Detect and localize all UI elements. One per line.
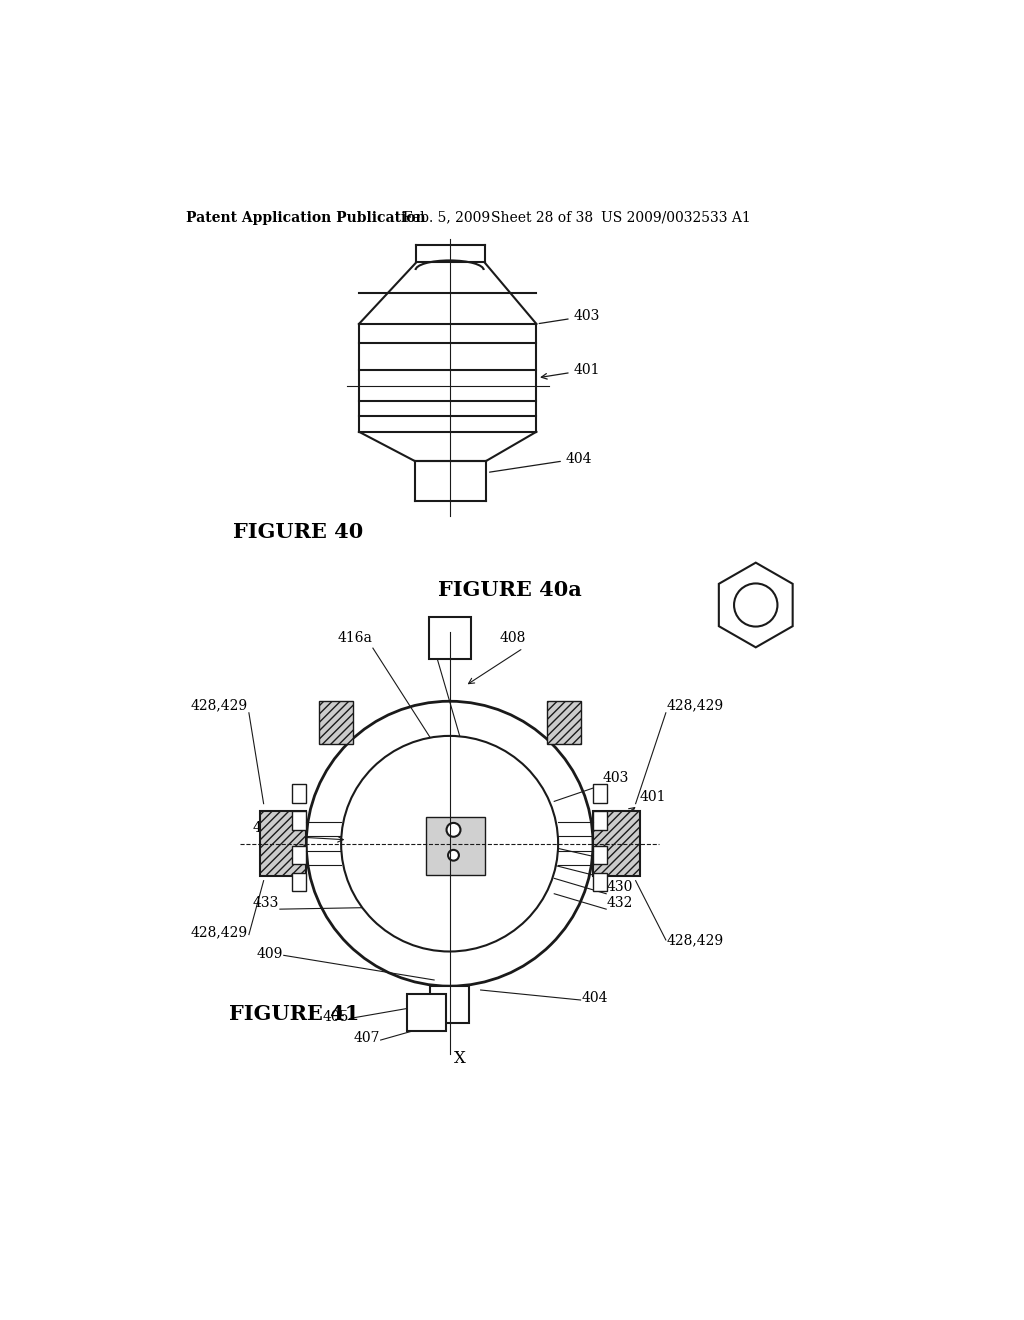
Text: Patent Application Publication: Patent Application Publication: [186, 211, 426, 224]
Text: 405: 405: [323, 1010, 349, 1024]
Bar: [429, 616, 471, 659]
Text: 428,429: 428,429: [667, 698, 724, 711]
Text: 407: 407: [353, 1031, 380, 1045]
Bar: [547, 701, 581, 743]
Text: FIGURE 40: FIGURE 40: [232, 521, 362, 541]
Text: FIGURE 40a: FIGURE 40a: [438, 581, 582, 601]
Text: 433: 433: [253, 896, 280, 909]
Circle shape: [449, 850, 459, 861]
Circle shape: [446, 822, 461, 837]
Circle shape: [306, 701, 593, 986]
Bar: [318, 701, 352, 743]
Text: 432: 432: [607, 896, 633, 909]
Text: 403: 403: [540, 309, 600, 323]
Text: 416b: 416b: [434, 631, 469, 645]
Text: US 2009/0032533 A1: US 2009/0032533 A1: [601, 211, 751, 224]
Bar: [292, 812, 306, 830]
Bar: [593, 784, 607, 803]
Polygon shape: [719, 562, 793, 647]
Text: 404: 404: [489, 451, 592, 473]
Circle shape: [341, 737, 558, 952]
Text: X: X: [455, 1051, 466, 1067]
Bar: [318, 701, 352, 743]
Bar: [260, 812, 306, 876]
Text: 416a: 416a: [337, 631, 372, 645]
Text: 430: 430: [607, 880, 633, 895]
Text: 404: 404: [582, 990, 608, 1005]
Text: Feb. 5, 2009: Feb. 5, 2009: [403, 211, 490, 224]
Text: 431: 431: [607, 865, 634, 879]
Bar: [407, 994, 445, 1031]
Text: 401: 401: [640, 791, 666, 804]
Bar: [426, 817, 484, 875]
Text: 406: 406: [253, 821, 280, 836]
Text: FIGURE 41: FIGURE 41: [228, 1003, 359, 1024]
Bar: [292, 873, 306, 891]
Bar: [593, 812, 607, 830]
Bar: [292, 784, 306, 803]
Bar: [260, 812, 306, 876]
Bar: [593, 812, 640, 876]
Bar: [593, 873, 607, 891]
Text: 403: 403: [602, 771, 629, 785]
Bar: [292, 846, 306, 865]
Bar: [547, 701, 581, 743]
Bar: [593, 846, 607, 865]
Text: 428,429: 428,429: [191, 925, 248, 939]
Text: 408: 408: [500, 631, 526, 645]
Text: X: X: [455, 623, 466, 640]
Text: 401: 401: [542, 363, 600, 379]
Circle shape: [734, 583, 777, 627]
Text: 428,429: 428,429: [667, 933, 724, 946]
Bar: [593, 812, 640, 876]
Bar: [430, 986, 469, 1023]
Text: 417: 417: [599, 845, 626, 858]
Text: 428,429: 428,429: [191, 698, 248, 711]
Text: 409: 409: [257, 946, 283, 961]
Text: Sheet 28 of 38: Sheet 28 of 38: [490, 211, 593, 224]
